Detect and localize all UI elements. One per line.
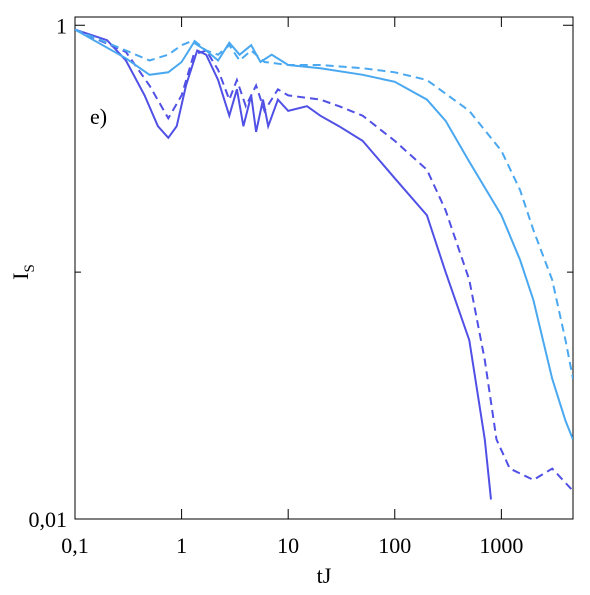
x-tick-label: 1 [176, 533, 187, 558]
plot-frame [74, 16, 574, 520]
y-axis-label-subscript: S [22, 264, 38, 272]
series-line [75, 28, 573, 440]
series-line [75, 28, 573, 379]
y-axis-label: IS [8, 264, 38, 280]
series-line [75, 28, 573, 492]
x-tick-label: 1000 [479, 533, 523, 558]
x-axis-label: tJ [317, 563, 332, 588]
y-tick-label: 1 [56, 13, 67, 38]
x-tick-label: 100 [378, 533, 411, 558]
y-tick-label: 0,01 [29, 507, 68, 532]
series-line [75, 28, 492, 500]
x-tick-label: 10 [277, 533, 299, 558]
annotation: e) [90, 104, 107, 129]
x-tick-label: 0,1 [61, 533, 89, 558]
y-axis-label-main: I [8, 273, 33, 280]
y-axis-label-group: IS [8, 264, 38, 280]
